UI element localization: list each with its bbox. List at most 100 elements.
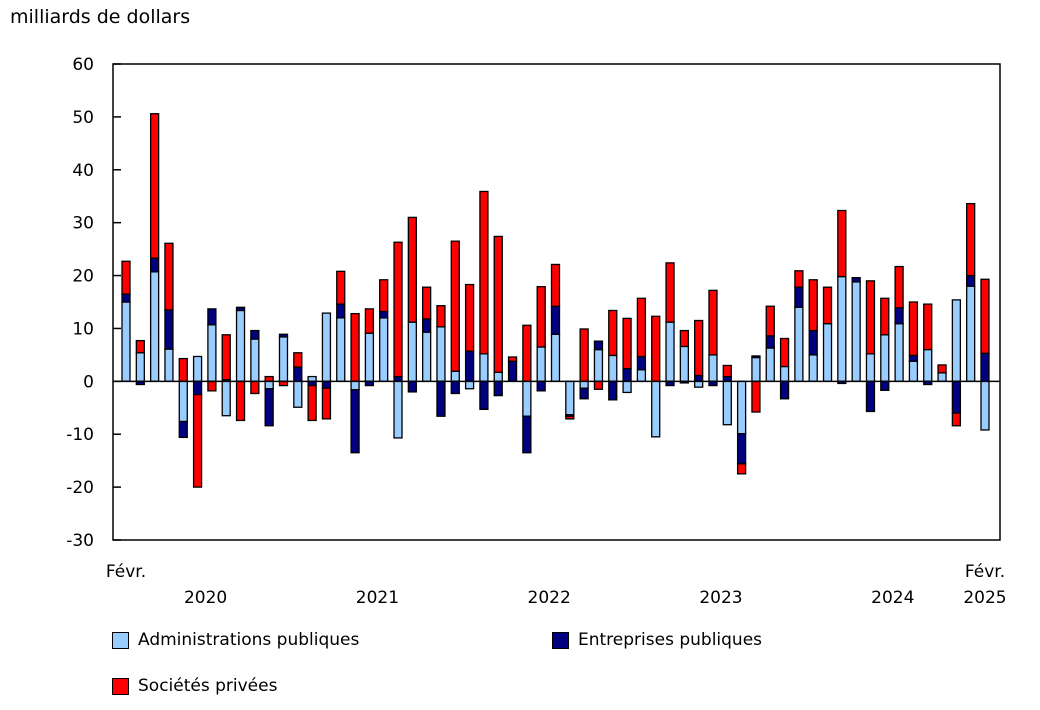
bar-segment-societes <box>794 270 804 288</box>
bar-segment-societes <box>464 283 475 352</box>
bar-segment-entreprises <box>636 355 647 371</box>
bar-segment-societes <box>808 279 818 332</box>
bar-segment-societes <box>207 380 217 392</box>
bar-segment-administrations <box>536 346 546 382</box>
bar-segment-administrations <box>608 354 618 382</box>
bar-segment-societes <box>951 412 962 427</box>
legend-label: Sociétés privées <box>138 676 278 696</box>
bar-segment-societes <box>493 235 503 373</box>
bar-segment-administrations <box>164 348 174 382</box>
bar-segment-entreprises <box>235 306 246 312</box>
bar-segment-entreprises <box>207 308 217 326</box>
bar-segment-societes <box>522 324 532 382</box>
bar-segment-societes <box>665 262 675 323</box>
bar-segment-entreprises <box>536 380 546 392</box>
bar-segment-administrations <box>235 309 246 382</box>
bar-segment-societes <box>321 387 332 420</box>
bar-segment-administrations <box>622 380 632 394</box>
bar-segment-administrations <box>865 353 876 382</box>
x-tick-label: 2021 <box>356 588 399 608</box>
bar-segment-administrations <box>951 299 962 382</box>
bar-segment-administrations <box>694 380 704 388</box>
bar-segment-societes <box>880 297 890 336</box>
bar-segment-administrations <box>651 380 661 438</box>
bar-segment-administrations <box>278 336 289 382</box>
bar-segment-societes <box>837 209 847 278</box>
bar-segment-societes <box>894 265 904 309</box>
bar-segment-entreprises <box>880 380 890 391</box>
bar-segment-entreprises <box>808 329 818 356</box>
legend-swatch-entreprises <box>552 631 569 649</box>
bar-segment-entreprises <box>479 380 489 411</box>
y-tick-label: -20 <box>66 478 94 498</box>
bar-segment-societes <box>736 463 747 475</box>
bar-segment-societes <box>479 190 489 355</box>
bar-segment-societes <box>579 328 589 382</box>
y-tick-label: 40 <box>72 161 94 181</box>
bar-segment-entreprises <box>321 380 332 389</box>
bar-segment-administrations <box>550 333 561 382</box>
bar-segment-administrations <box>665 321 675 382</box>
bar-segment-societes <box>708 289 718 356</box>
bar-segment-entreprises <box>865 380 876 413</box>
bar-segment-societes <box>336 270 346 305</box>
bar-segment-societes <box>379 279 389 313</box>
bar-segment-societes <box>364 308 375 334</box>
bar-segment-administrations <box>794 306 804 382</box>
bar-segment-administrations <box>407 321 417 382</box>
bar-segment-entreprises <box>608 380 618 401</box>
bar-segment-administrations <box>937 372 947 382</box>
bar-segment-administrations <box>393 380 403 439</box>
bar-segment-administrations <box>421 331 432 382</box>
bar-segment-entreprises <box>450 380 460 395</box>
bar-segment-entreprises <box>550 305 561 335</box>
bar-segment-entreprises <box>379 310 389 319</box>
bar-segment-administrations <box>765 347 775 382</box>
bar-segment-societes <box>350 312 360 382</box>
y-tick-label: 50 <box>72 108 94 128</box>
bar-segment-administrations <box>364 332 375 382</box>
bar-segment-administrations <box>121 301 131 382</box>
y-tick-label: 60 <box>72 55 94 75</box>
bar-segment-societes <box>608 309 618 357</box>
x-tick-label: 2024 <box>871 588 914 608</box>
bar-segment-entreprises <box>751 355 761 359</box>
bar-segment-societes <box>908 301 919 357</box>
bar-segment-entreprises <box>121 293 131 303</box>
legend-item-entreprises: Entreprises publiques <box>552 630 762 650</box>
legend-item-societes: Sociétés privées <box>112 676 277 696</box>
legend-swatch-administrations <box>112 631 129 649</box>
bar-segment-entreprises <box>192 380 203 396</box>
bar-segment-societes <box>722 364 732 378</box>
bar-segment-administrations <box>350 380 360 391</box>
bar-segment-administrations <box>221 380 231 417</box>
bar-segment-administrations <box>135 352 145 382</box>
bar-segment-entreprises <box>421 318 432 333</box>
bar-segment-societes <box>507 356 518 362</box>
bar-segment-societes <box>966 202 976 277</box>
bar-segment-administrations <box>908 360 919 382</box>
bar-segment-administrations <box>436 326 446 382</box>
bar-segment-societes <box>178 357 188 382</box>
bar-segment-entreprises <box>264 388 274 427</box>
bar-segment-administrations <box>779 365 790 382</box>
bar-segment-societes <box>980 278 990 354</box>
bar-segment-entreprises <box>407 380 417 393</box>
bar-segment-administrations <box>149 271 160 382</box>
bar-segment-entreprises <box>250 329 260 340</box>
bar-segment-administrations <box>178 380 188 423</box>
bar-segment-administrations <box>192 355 203 382</box>
bar-segment-entreprises <box>894 307 904 325</box>
bar-segment-societes <box>235 380 246 422</box>
bar-segment-societes <box>751 380 761 413</box>
bar-segment-administrations <box>679 345 689 382</box>
bar-segment-entreprises <box>951 380 962 414</box>
legend-item-administrations: Administrations publiques <box>112 630 359 650</box>
y-tick-label: 30 <box>72 214 94 234</box>
y-tick-label: 0 <box>83 372 94 392</box>
bar-segment-administrations <box>250 338 260 382</box>
bar-segment-administrations <box>450 370 460 382</box>
bar-segment-administrations <box>565 380 575 416</box>
bar-segment-administrations <box>980 380 990 431</box>
bar-segment-societes <box>421 286 432 320</box>
